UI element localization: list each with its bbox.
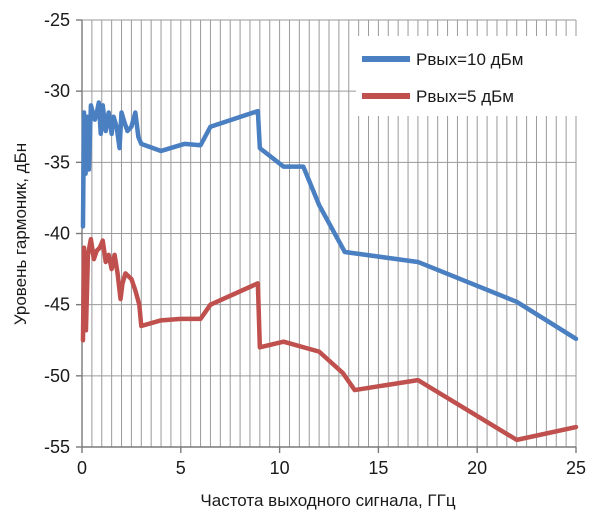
x-tick-label-2: 10 bbox=[270, 458, 290, 478]
series-line-1 bbox=[80, 236, 579, 443]
y-tick-label-1: -30 bbox=[44, 81, 70, 101]
x-tick-label-0: 0 bbox=[77, 458, 87, 478]
grid bbox=[82, 19, 577, 447]
y-tick-label-0: -25 bbox=[44, 10, 70, 30]
y-tick-label-5: -50 bbox=[44, 366, 70, 386]
x-tick-label-4: 20 bbox=[467, 458, 487, 478]
y-tick-label-4: -45 bbox=[44, 295, 70, 315]
x-tick-label-1: 5 bbox=[176, 458, 186, 478]
y-tick-label-6: -55 bbox=[44, 437, 70, 457]
x-tick-label-3: 15 bbox=[368, 458, 388, 478]
x-axis-title: Частота выходного сигнала, ГГц bbox=[200, 491, 455, 510]
y-axis-title: Уровень гармоник, дБн bbox=[11, 143, 30, 325]
legend-label-0: Рвых=10 дБм bbox=[416, 50, 523, 69]
axes: 0 5 10 15 20 25 -25 -30 -35 -40 -45 -50 -55 bbox=[44, 10, 586, 478]
legend-label-1: Рвых=5 дБм bbox=[416, 87, 514, 106]
x-tick-label-5: 25 bbox=[566, 458, 586, 478]
series-group bbox=[80, 100, 579, 443]
y-tick-label-2: -35 bbox=[44, 152, 70, 172]
series-line-0 bbox=[80, 100, 579, 342]
legend: Рвых=10 дБм Рвых=5 дБм bbox=[356, 36, 580, 116]
y-tick-label-3: -40 bbox=[44, 224, 70, 244]
legend-background bbox=[356, 36, 580, 116]
